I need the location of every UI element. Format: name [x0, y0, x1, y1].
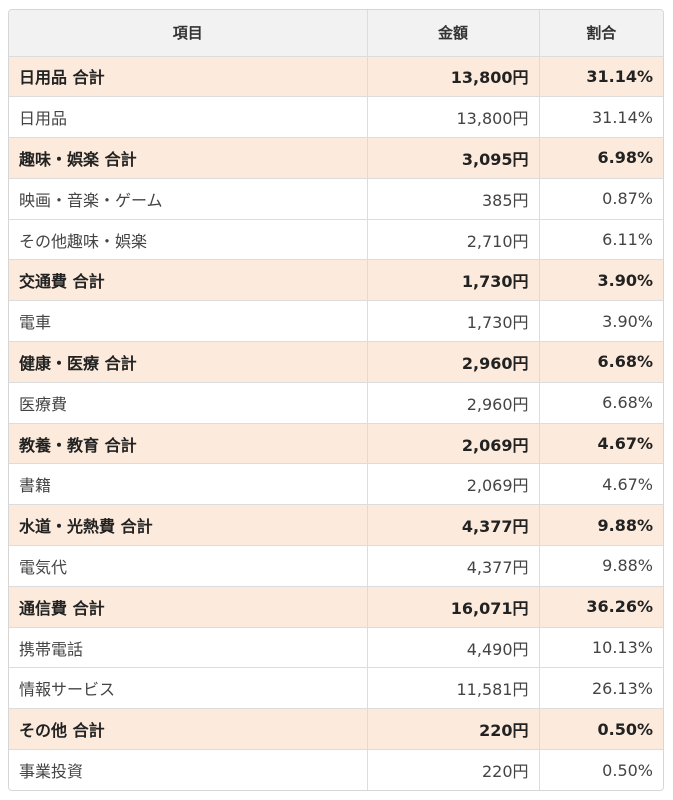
item-cell: 日用品: [9, 96, 368, 139]
column-header-amount: 金額: [367, 10, 540, 57]
amount-cell: 2,069円: [367, 423, 540, 465]
ratio-cell: 26.13%: [539, 667, 663, 710]
subtotal-row: 通信費 合計 16,071円 36.26%: [9, 586, 663, 628]
ratio-cell: 4.67%: [539, 423, 663, 465]
amount-cell: 4,377円: [367, 504, 540, 547]
subtotal-row: 日用品 合計 13,800円 31.14%: [9, 56, 663, 98]
amount-cell: 2,710円: [367, 219, 540, 261]
table-row: 書籍 2,069円 4.67%: [9, 463, 663, 506]
ratio-cell: 31.14%: [539, 96, 663, 139]
table-row: 映画・音楽・ゲーム 385円 0.87%: [9, 178, 663, 220]
amount-cell: 4,377円: [367, 545, 540, 587]
table-row: その他趣味・娯楽 2,710円 6.11%: [9, 219, 663, 261]
amount-cell: 385円: [367, 178, 540, 220]
amount-cell: 3,095円: [367, 137, 540, 179]
ratio-cell: 31.14%: [539, 56, 663, 98]
item-cell: 通信費 合計: [9, 586, 368, 628]
amount-cell: 2,069円: [367, 463, 540, 506]
subtotal-row: 健康・医療 合計 2,960円 6.68%: [9, 341, 663, 383]
item-cell: 書籍: [9, 463, 368, 506]
amount-cell: 2,960円: [367, 382, 540, 424]
item-cell: 日用品 合計: [9, 56, 368, 98]
amount-cell: 220円: [367, 708, 540, 751]
item-cell: 趣味・娯楽 合計: [9, 137, 368, 179]
amount-cell: 220円: [367, 749, 540, 791]
table-header: 項目 金額 割合: [9, 10, 663, 57]
ratio-cell: 36.26%: [539, 586, 663, 628]
ratio-cell: 6.68%: [539, 341, 663, 383]
expense-breakdown-table: 項目 金額 割合 日用品 合計 13,800円 31.14% 日用品 13,800円 31…: [9, 10, 663, 791]
column-header-item: 項目: [9, 10, 368, 57]
item-cell: 医療費: [9, 382, 368, 424]
item-cell: 健康・医療 合計: [9, 341, 368, 383]
column-header-ratio: 割合: [539, 10, 663, 57]
subtotal-row: 水道・光熱費 合計 4,377円 9.88%: [9, 504, 663, 547]
item-cell: その他 合計: [9, 708, 368, 751]
expense-table-container: 項目 金額 割合 日用品 合計 13,800円 31.14% 日用品 13,800円 31…: [8, 9, 664, 792]
table-row: 事業投資 220円 0.50%: [9, 749, 663, 791]
item-cell: 映画・音楽・ゲーム: [9, 178, 368, 220]
ratio-cell: 0.50%: [539, 708, 663, 751]
ratio-cell: 4.67%: [539, 463, 663, 506]
table-row: 電気代 4,377円 9.88%: [9, 545, 663, 587]
table-row: 電車 1,730円 3.90%: [9, 300, 663, 343]
subtotal-row: その他 合計 220円 0.50%: [9, 708, 663, 751]
table-body: 日用品 合計 13,800円 31.14% 日用品 13,800円 31.14% 趣味・娯楽…: [9, 56, 663, 791]
item-cell: 水道・光熱費 合計: [9, 504, 368, 547]
ratio-cell: 10.13%: [539, 627, 663, 669]
ratio-cell: 3.90%: [539, 259, 663, 302]
ratio-cell: 3.90%: [539, 300, 663, 343]
amount-cell: 11,581円: [367, 667, 540, 710]
ratio-cell: 6.11%: [539, 219, 663, 261]
amount-cell: 1,730円: [367, 300, 540, 343]
item-cell: 教養・教育 合計: [9, 423, 368, 465]
amount-cell: 16,071円: [367, 586, 540, 628]
subtotal-row: 教養・教育 合計 2,069円 4.67%: [9, 423, 663, 465]
ratio-cell: 9.88%: [539, 504, 663, 547]
amount-cell: 1,730円: [367, 259, 540, 302]
table-row: 情報サービス 11,581円 26.13%: [9, 667, 663, 710]
item-cell: 電気代: [9, 545, 368, 587]
item-cell: 情報サービス: [9, 667, 368, 710]
subtotal-row: 交通費 合計 1,730円 3.90%: [9, 259, 663, 302]
table-row: 医療費 2,960円 6.68%: [9, 382, 663, 424]
subtotal-row: 趣味・娯楽 合計 3,095円 6.98%: [9, 137, 663, 179]
header-row: 項目 金額 割合: [9, 10, 663, 57]
table-row: 携帯電話 4,490円 10.13%: [9, 627, 663, 669]
ratio-cell: 9.88%: [539, 545, 663, 587]
amount-cell: 13,800円: [367, 96, 540, 139]
ratio-cell: 6.68%: [539, 382, 663, 424]
item-cell: 電車: [9, 300, 368, 343]
item-cell: その他趣味・娯楽: [9, 219, 368, 261]
item-cell: 携帯電話: [9, 627, 368, 669]
item-cell: 交通費 合計: [9, 259, 368, 302]
amount-cell: 4,490円: [367, 627, 540, 669]
table-row: 日用品 13,800円 31.14%: [9, 96, 663, 139]
ratio-cell: 0.50%: [539, 749, 663, 791]
ratio-cell: 6.98%: [539, 137, 663, 179]
ratio-cell: 0.87%: [539, 178, 663, 220]
amount-cell: 2,960円: [367, 341, 540, 383]
amount-cell: 13,800円: [367, 56, 540, 98]
item-cell: 事業投資: [9, 749, 368, 791]
